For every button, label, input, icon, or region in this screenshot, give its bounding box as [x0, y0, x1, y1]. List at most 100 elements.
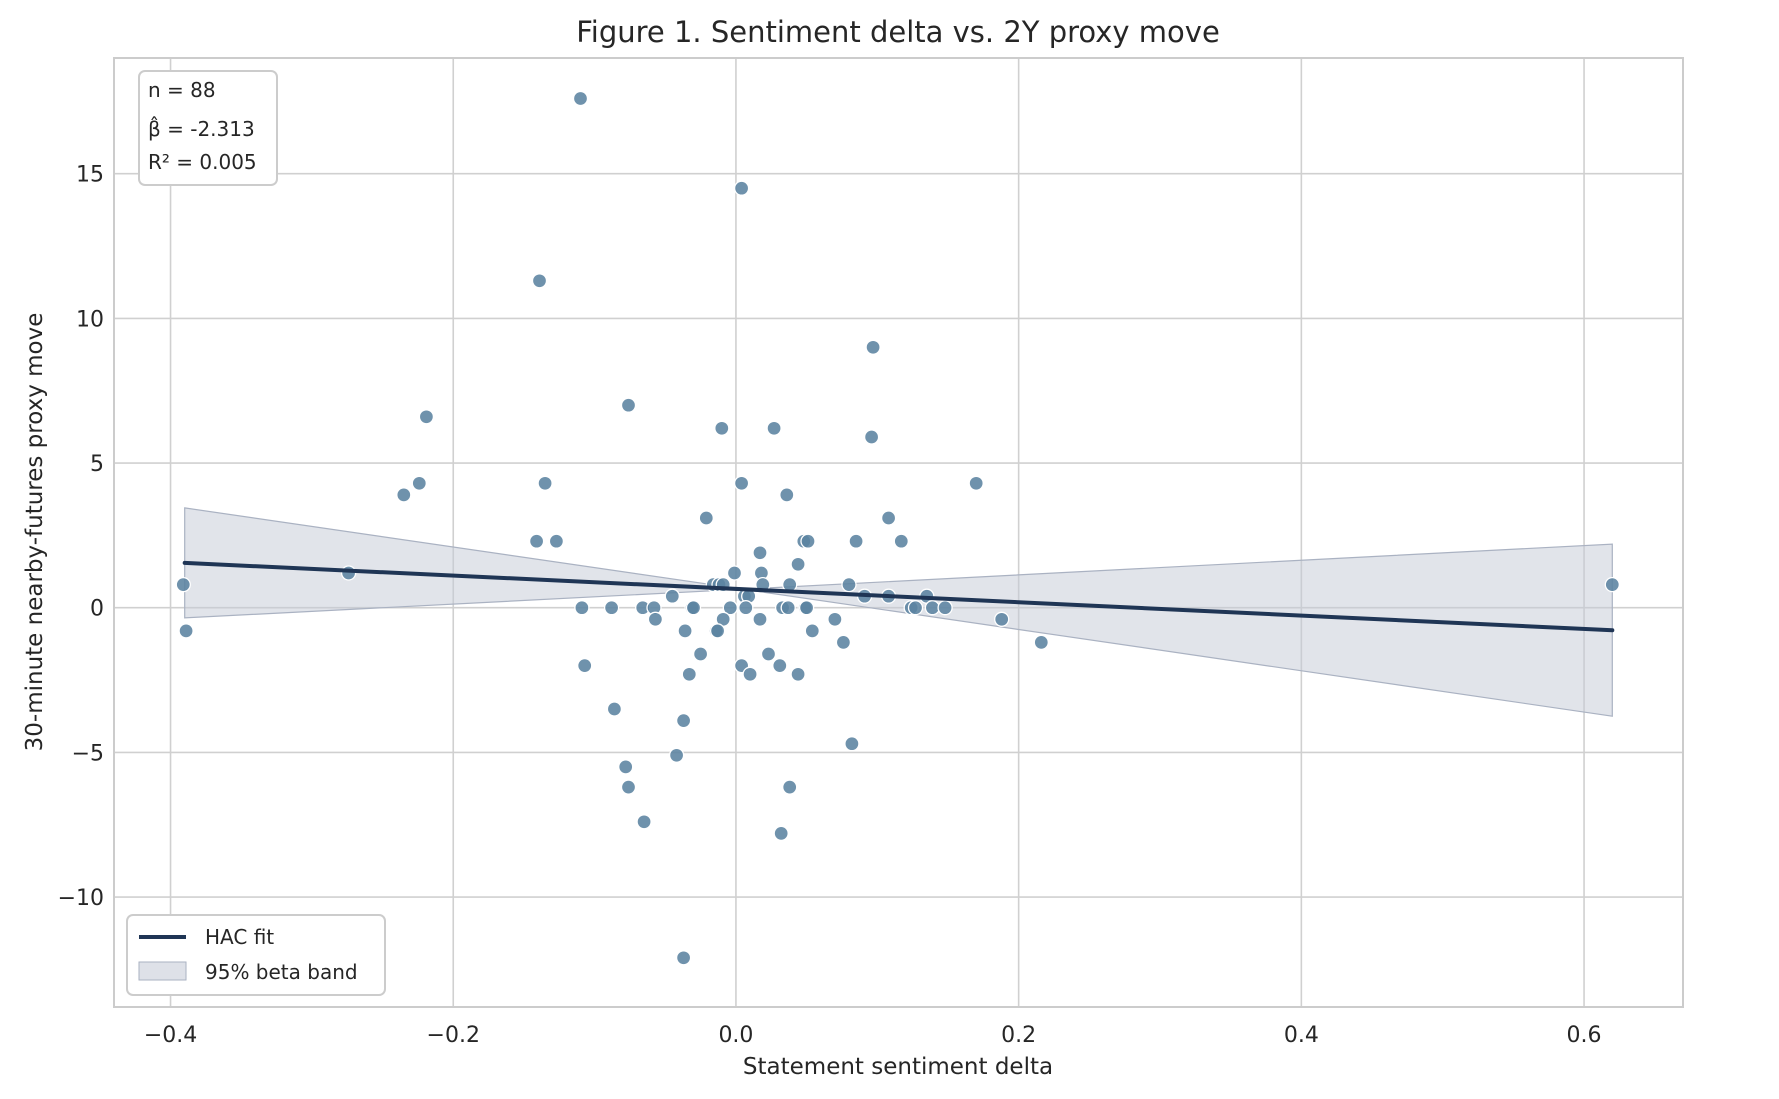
data-point — [772, 657, 788, 674]
stat-beta: β̂ = -2.313 — [148, 116, 255, 141]
legend-fit-label: HAC fit — [205, 925, 274, 949]
data-point — [722, 600, 738, 616]
data-point — [178, 623, 194, 639]
data-point — [880, 510, 897, 526]
data-point — [709, 623, 726, 639]
stat-r2: R² = 0.005 — [148, 150, 257, 174]
data-point — [603, 600, 620, 616]
stats-box-frame — [138, 70, 278, 186]
data-point — [692, 646, 709, 662]
data-point — [848, 533, 864, 549]
stat-n: n = 88 — [148, 78, 216, 102]
data-point — [835, 634, 852, 651]
y-tick-label: −10 — [58, 886, 104, 911]
data-point — [733, 475, 750, 491]
data-point — [618, 759, 634, 775]
data-point — [1033, 634, 1049, 651]
x-tick-label: 0.2 — [1001, 1023, 1036, 1048]
data-point — [1604, 576, 1620, 593]
legend-frame — [126, 914, 386, 996]
data-point — [780, 600, 796, 616]
data-point — [572, 90, 589, 107]
data-point — [827, 611, 843, 627]
x-tick-label: −0.2 — [427, 1023, 480, 1048]
data-point — [779, 487, 795, 503]
x-tick-labels: −0.4 −0.2 0.0 0.2 0.4 0.6 — [144, 1023, 1602, 1048]
data-point — [411, 475, 427, 491]
data-point — [636, 814, 652, 830]
data-point — [685, 600, 702, 616]
data-point — [968, 475, 984, 491]
data-point — [537, 475, 553, 491]
data-point — [800, 533, 816, 549]
data-point — [675, 950, 692, 966]
y-tick-label: 5 — [90, 452, 104, 477]
data-point — [620, 397, 637, 413]
data-point — [766, 420, 782, 436]
fit-line-layer — [182, 560, 1615, 633]
stats-box: n = 88 β̂ = -2.313 R² = 0.005 — [138, 70, 278, 186]
data-point — [863, 429, 880, 445]
data-point — [937, 600, 953, 616]
data-point — [841, 576, 857, 593]
data-point — [760, 646, 777, 662]
data-point — [528, 533, 545, 549]
x-tick-label: −0.4 — [144, 1023, 197, 1048]
data-point — [782, 779, 798, 795]
y-tick-label: 15 — [76, 163, 104, 188]
legend-band-swatch — [138, 961, 187, 981]
data-point — [907, 600, 924, 616]
data-point — [893, 533, 909, 549]
data-point — [681, 666, 697, 682]
data-point — [574, 600, 590, 616]
data-point — [647, 611, 664, 627]
data-point — [726, 565, 743, 581]
data-point — [531, 273, 548, 289]
y-axis-label: 30-minute nearby-futures proxy move — [22, 313, 48, 752]
chart-title: Figure 1. Sentiment delta vs. 2Y proxy m… — [576, 15, 1220, 49]
data-point — [752, 545, 768, 561]
data-point — [668, 747, 685, 763]
data-point — [340, 565, 357, 581]
data-point — [790, 556, 806, 572]
data-point — [742, 666, 758, 682]
data-point — [773, 825, 789, 842]
x-tick-label: 0.6 — [1567, 1023, 1602, 1048]
data-point — [994, 611, 1010, 627]
x-tick-label: 0.4 — [1284, 1023, 1319, 1048]
data-point — [418, 409, 435, 425]
legend-band-label: 95% beta band — [205, 960, 358, 984]
data-point — [790, 666, 806, 682]
data-point — [804, 623, 820, 639]
data-point — [577, 657, 593, 674]
data-point — [175, 576, 191, 593]
y-tick-labels: −10 −5 0 5 10 15 — [58, 163, 104, 911]
data-point — [733, 180, 750, 196]
data-point — [606, 701, 623, 717]
legend: HAC fit 95% beta band — [126, 914, 386, 996]
data-point — [738, 600, 754, 616]
data-point — [924, 600, 941, 616]
x-tick-label: 0.0 — [718, 1023, 753, 1048]
y-tick-label: 0 — [90, 597, 104, 622]
data-point — [548, 533, 565, 549]
data-point — [675, 712, 692, 729]
plot-area — [114, 58, 1683, 1007]
data-point — [865, 339, 881, 355]
data-point — [664, 588, 680, 604]
y-tick-label: 10 — [76, 307, 104, 332]
data-points — [175, 90, 1620, 966]
data-point — [396, 487, 412, 503]
data-point — [677, 623, 693, 639]
data-point — [620, 779, 637, 795]
y-tick-label: −5 — [72, 741, 104, 766]
data-point — [714, 420, 730, 436]
data-point — [798, 600, 815, 616]
data-point — [844, 736, 860, 752]
data-point — [752, 611, 768, 627]
fit-line — [182, 560, 1615, 633]
data-point — [698, 510, 714, 526]
x-axis-label: Statement sentiment delta — [743, 1054, 1053, 1080]
